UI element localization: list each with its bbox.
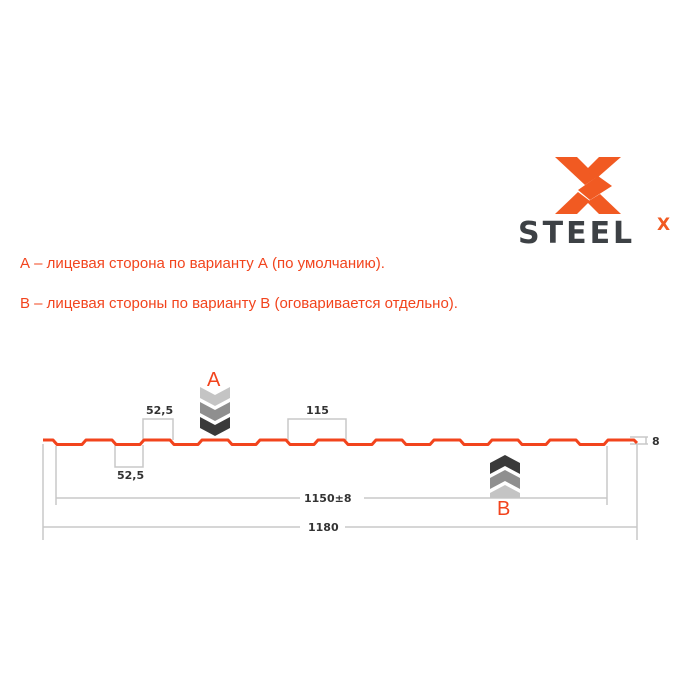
dimension-lines: [42, 418, 648, 540]
steelx-logo: STEEL X: [518, 157, 670, 251]
logo-x-mark: [555, 157, 621, 214]
side-a-label: A: [207, 369, 221, 391]
side-b-label: B: [497, 498, 510, 520]
note-side-b: В – лицевая стороны по варианту В (огова…: [20, 295, 458, 312]
logo-text: STEEL: [518, 216, 635, 251]
dim-total-width: 1180: [308, 521, 339, 534]
side-a-arrows: [200, 387, 230, 436]
dim-top-rib: 52,5: [146, 404, 173, 417]
logo-superscript: X: [657, 215, 670, 235]
dim-pitch: 115: [306, 404, 329, 417]
sheet-profile: [43, 438, 639, 446]
dim-height: 8: [652, 435, 660, 448]
side-b-arrows: [490, 455, 520, 498]
note-side-a: А – лицевая сторона по варианту А (по ум…: [20, 255, 385, 272]
dim-working-width: 1150±8: [304, 492, 352, 505]
dim-bottom-rib: 52,5: [117, 469, 144, 482]
